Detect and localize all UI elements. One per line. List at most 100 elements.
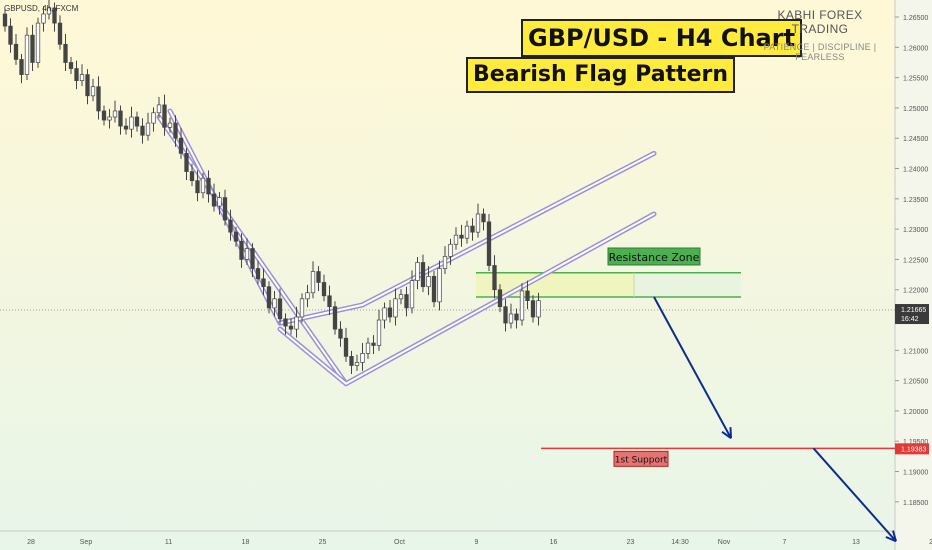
candle-body xyxy=(96,86,101,112)
candle-body xyxy=(167,122,173,128)
y-tick-label: 1.18500 xyxy=(903,500,928,507)
y-tick-label: 1.23500 xyxy=(903,197,928,204)
candle-body xyxy=(503,306,508,324)
candle-body xyxy=(371,342,376,346)
candle-body xyxy=(2,13,8,27)
candle-body xyxy=(222,197,228,221)
candle-body xyxy=(211,193,217,207)
x-tick-label: 25 xyxy=(319,539,327,546)
brand-tagline: PATIENCE | DISCIPLINE | FEARLESS xyxy=(763,42,877,62)
candle-body xyxy=(420,262,426,288)
candle-body xyxy=(145,122,151,136)
candle-body xyxy=(85,74,90,97)
x-tick-label: 14:30 xyxy=(671,539,689,546)
y-tick-label: 1.19000 xyxy=(903,470,928,477)
candle-body xyxy=(398,294,404,300)
support-price-tag xyxy=(895,443,929,455)
candle-body xyxy=(277,298,283,320)
candle-body xyxy=(41,13,46,24)
x-tick-label: 20 xyxy=(929,539,932,546)
candle-body xyxy=(239,240,244,260)
candle-body xyxy=(13,43,19,60)
y-tick-label: 1.22000 xyxy=(903,288,928,295)
candle-body xyxy=(266,286,272,309)
candle-body xyxy=(470,225,475,233)
candle-body xyxy=(24,34,30,75)
candle-body xyxy=(327,295,332,308)
candle-body xyxy=(30,34,35,63)
candle-body xyxy=(486,221,492,266)
projection-arrow-head xyxy=(729,427,732,439)
candle-body xyxy=(68,62,74,69)
candle-body xyxy=(316,271,321,283)
x-tick-label: 23 xyxy=(627,539,635,546)
candle-body xyxy=(200,177,206,194)
candle-body xyxy=(101,110,107,121)
projection-arrow-2 xyxy=(812,447,897,542)
x-tick-label: Oct xyxy=(394,539,405,546)
brand-block: KABHI FOREX TRADING PATIENCE | DISCIPLIN… xyxy=(755,8,885,62)
candle-body xyxy=(35,22,41,63)
y-tick-label: 1.25000 xyxy=(903,106,928,113)
candle-body xyxy=(129,116,134,130)
y-tick-label: 1.22500 xyxy=(903,257,928,264)
candle-body xyxy=(525,290,530,301)
candle-body xyxy=(360,353,365,363)
candle-body xyxy=(173,122,178,139)
candle-body xyxy=(492,265,497,291)
candle-body xyxy=(8,25,13,45)
candle-body xyxy=(250,248,255,269)
candle-body xyxy=(294,316,299,330)
candle-body xyxy=(536,300,541,318)
y-tick-label: 1.24000 xyxy=(903,167,928,174)
price-axis-panel xyxy=(895,0,932,550)
candle-body xyxy=(52,7,57,24)
y-tick-label: 1.24500 xyxy=(903,136,928,143)
candle-body xyxy=(189,171,195,181)
candle-body xyxy=(442,256,448,269)
candle-body xyxy=(354,362,360,366)
resistance-zone-fill-extension xyxy=(634,272,741,298)
candle-body xyxy=(272,298,277,309)
candle-body xyxy=(156,104,162,114)
candle-body xyxy=(448,243,453,257)
y-tick-label: 1.19500 xyxy=(903,439,928,446)
candle-body xyxy=(283,318,288,327)
candle-body xyxy=(508,313,514,324)
candle-body xyxy=(74,68,79,82)
candle-body xyxy=(426,276,431,288)
candle-body xyxy=(63,43,68,63)
candle-body xyxy=(57,22,63,45)
candle-body xyxy=(415,262,420,281)
candle-body xyxy=(162,104,167,128)
candle-body xyxy=(393,298,398,318)
candle-body xyxy=(464,225,470,239)
resistance-label: Resistance Zone xyxy=(609,251,700,264)
candle-body xyxy=(475,213,481,233)
candle-body xyxy=(123,125,129,130)
candle-body xyxy=(299,298,305,318)
candle-body xyxy=(112,110,118,118)
candle-body xyxy=(497,289,503,308)
flag-lower-line-inner xyxy=(279,213,655,385)
candle-body xyxy=(288,325,294,330)
x-tick-label: 11 xyxy=(165,539,172,546)
candle-body xyxy=(79,74,85,82)
candle-body xyxy=(514,313,519,321)
support-label-box xyxy=(613,450,669,467)
chart-title: GBP/USD - H4 Chart xyxy=(521,19,803,57)
current-price-label: 1.21665 xyxy=(901,307,926,314)
projection-arrow-head xyxy=(892,530,897,542)
candle-body xyxy=(382,307,387,321)
candle-body xyxy=(233,231,239,242)
candle-body xyxy=(118,110,123,127)
candle-body xyxy=(453,234,459,245)
candle-body xyxy=(437,268,442,303)
x-tick-label: 28 xyxy=(27,539,35,546)
x-tick-label: 13 xyxy=(852,539,860,546)
candle-body xyxy=(376,319,382,346)
candle-body xyxy=(195,180,200,194)
candle-body xyxy=(481,213,486,223)
symbol-info: GBPUSD, 4h, FXCM xyxy=(4,4,79,13)
